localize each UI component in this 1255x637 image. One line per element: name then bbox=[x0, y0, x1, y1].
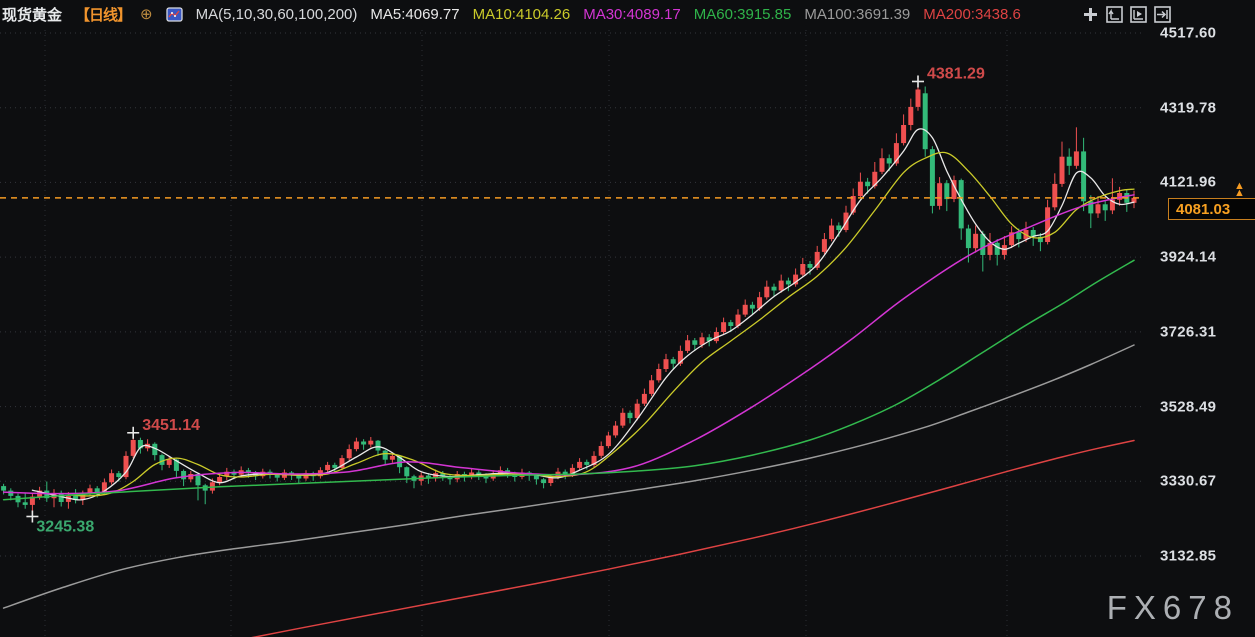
ma-line-MA30 bbox=[2, 194, 1135, 495]
axis-price-label: 4319.78 bbox=[1160, 99, 1217, 117]
candles-layer bbox=[1, 84, 1137, 514]
crosshair-icon[interactable] bbox=[1082, 6, 1099, 23]
ma200-value: MA200:3438.6 bbox=[923, 5, 1021, 23]
circle-plus-icon[interactable]: ⊕ bbox=[140, 6, 153, 23]
timeframe-label[interactable]: 【日线】 bbox=[75, 6, 132, 24]
axis-price-label: 3330.67 bbox=[1160, 472, 1217, 490]
ma-line-MA200 bbox=[251, 439, 1135, 637]
ma-params-label: MA(5,10,30,60,100,200) bbox=[195, 5, 358, 23]
scale-right-icon[interactable] bbox=[1130, 5, 1147, 23]
axis-price-label: 3528.49 bbox=[1160, 398, 1217, 416]
ma60-value: MA60:3915.85 bbox=[693, 5, 792, 23]
high-price-label: 4381.29 bbox=[927, 65, 985, 82]
gridlines bbox=[0, 30, 1143, 637]
symbol-name: 现货黄金 bbox=[2, 6, 63, 24]
chart-header: 现货黄金 【日线】 ⊕ MA(5,10,30,60,100,200) MA5:4… bbox=[0, 0, 1255, 28]
ma-lines-layer bbox=[2, 128, 1135, 637]
chart-toolbar bbox=[1082, 5, 1255, 23]
watermark-logo: FX678 bbox=[1106, 589, 1239, 626]
ma5-value: MA5:4069.77 bbox=[370, 5, 460, 23]
ma-line-MA10 bbox=[67, 151, 1135, 497]
ma-line-MA5 bbox=[31, 128, 1135, 501]
axis-price-label: 4121.96 bbox=[1160, 173, 1217, 191]
ma10-value: MA10:4104.26 bbox=[472, 5, 571, 23]
scale-left-icon[interactable] bbox=[1106, 5, 1123, 23]
high-price-label: 3451.14 bbox=[142, 417, 200, 434]
price-up-arrow-icon: ▲ ▲ bbox=[1234, 180, 1245, 199]
low-price-label: 3245.38 bbox=[36, 518, 94, 535]
ma-line-MA60 bbox=[2, 259, 1135, 501]
indicator-settings-icon[interactable] bbox=[165, 6, 183, 22]
ma100-value: MA100:3691.39 bbox=[804, 5, 911, 23]
last-price-value: 4081.03 bbox=[1176, 200, 1231, 218]
axis-price-label: 3132.85 bbox=[1160, 547, 1217, 565]
axis-price-label: 4517.60 bbox=[1160, 24, 1217, 42]
goto-latest-icon[interactable] bbox=[1154, 5, 1171, 23]
ma30-value: MA30:4089.17 bbox=[583, 5, 681, 23]
annotations-layer: 3245.38 3451.14 4381.29 bbox=[26, 65, 985, 535]
ma-line-MA100 bbox=[2, 344, 1135, 609]
last-price-tag: 4081.03 bbox=[1168, 198, 1255, 220]
axis-price-label: 3726.31 bbox=[1160, 323, 1217, 341]
axis-price-label: 3924.14 bbox=[1160, 248, 1217, 266]
